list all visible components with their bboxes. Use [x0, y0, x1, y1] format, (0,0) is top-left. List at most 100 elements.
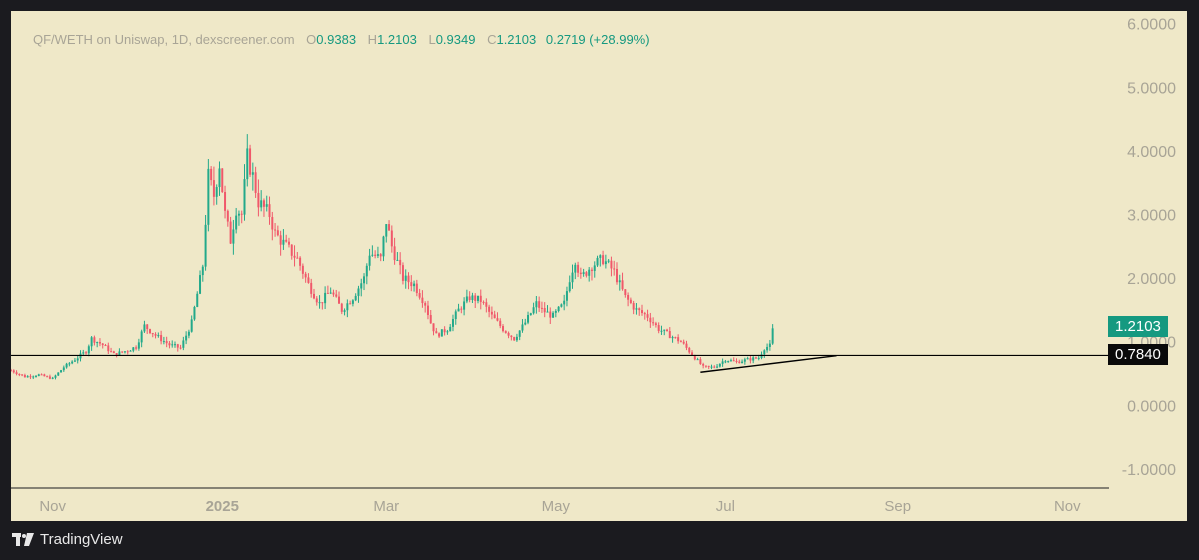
- candle-body: [465, 296, 468, 302]
- candle-body: [760, 354, 763, 358]
- candle-body: [599, 255, 602, 258]
- candle-body: [696, 359, 699, 361]
- candle-body: [324, 292, 327, 304]
- candle-body: [365, 265, 368, 277]
- candle-body: [552, 312, 555, 318]
- candle-body: [613, 268, 616, 270]
- candle-body: [743, 359, 746, 362]
- candle-body: [471, 295, 474, 301]
- candle-body: [151, 333, 154, 335]
- candle-body: [746, 358, 749, 360]
- candle-body: [460, 308, 463, 310]
- candle-body: [90, 337, 93, 347]
- candle-body: [565, 291, 568, 301]
- candle-body: [557, 306, 560, 311]
- candle-body: [490, 311, 493, 315]
- candle-body: [418, 293, 421, 298]
- candle-body: [360, 283, 363, 289]
- candle-body: [454, 311, 457, 320]
- candle-body: [293, 255, 296, 258]
- candle-body: [82, 352, 85, 354]
- candle-body: [179, 347, 182, 349]
- candle-body: [326, 292, 329, 294]
- candle-body: [615, 268, 618, 283]
- candle-body: [32, 376, 35, 378]
- candlestick-series: [11, 134, 774, 380]
- candle-body: [593, 265, 596, 271]
- candle-body: [12, 370, 15, 373]
- candle-body: [577, 264, 580, 273]
- candle-body: [312, 293, 315, 299]
- candle-body: [524, 322, 527, 325]
- candle-body: [682, 341, 685, 344]
- candle-body: [98, 342, 101, 344]
- candle-body: [229, 221, 232, 244]
- candle-body: [224, 192, 227, 211]
- candle-body: [43, 374, 46, 377]
- candle-body: [187, 331, 190, 336]
- candle-body: [721, 361, 724, 364]
- candle-body: [590, 269, 593, 271]
- candle-body: [532, 307, 535, 314]
- candle-body: [276, 230, 279, 236]
- chart-panel[interactable]: 6.00005.00004.00003.00002.00001.00000.00…: [11, 11, 1187, 521]
- candle-body: [340, 303, 343, 312]
- candle-body: [60, 370, 63, 373]
- candle-body: [51, 377, 54, 379]
- candle-body: [463, 301, 466, 310]
- candle-body: [571, 272, 574, 283]
- price-chart[interactable]: 6.00005.00004.00003.00002.00001.00000.00…: [11, 11, 1187, 521]
- candle-body: [527, 315, 530, 323]
- high-key: H: [367, 32, 378, 47]
- candle-body: [621, 280, 624, 290]
- candle-body: [488, 306, 491, 312]
- candle-body: [704, 365, 707, 367]
- candle-body: [268, 204, 271, 218]
- candle-body: [218, 168, 221, 188]
- candle-body: [677, 337, 680, 342]
- tradingview-logo-icon: [12, 532, 34, 546]
- candle-body: [643, 313, 646, 315]
- candle-body: [29, 376, 32, 378]
- candle-body: [315, 298, 318, 303]
- candle-body: [693, 355, 696, 360]
- candle-body: [160, 335, 163, 342]
- candle-body: [15, 372, 18, 374]
- candle-body: [237, 213, 240, 216]
- x-tick-label: Nov: [1054, 498, 1081, 515]
- x-tick-label: May: [542, 498, 571, 515]
- candle-body: [457, 308, 460, 312]
- candle-body: [157, 335, 160, 337]
- candle-body: [499, 320, 502, 327]
- candle-body: [707, 365, 710, 367]
- candle-body: [23, 375, 26, 378]
- candle-body: [407, 275, 410, 283]
- tradingview-footer[interactable]: TradingView: [12, 531, 123, 548]
- y-tick-label: 5.0000: [1127, 80, 1176, 97]
- candle-body: [632, 302, 635, 310]
- candle-body: [363, 276, 366, 284]
- candle-body: [410, 282, 413, 287]
- candle-body: [451, 319, 454, 327]
- candle-body: [243, 179, 246, 215]
- candle-body: [749, 358, 752, 361]
- candle-body: [318, 302, 321, 304]
- open-key: O: [306, 32, 317, 47]
- candle-body: [691, 352, 694, 356]
- candle-body: [307, 277, 310, 283]
- candle-body: [154, 334, 157, 336]
- candle-body: [301, 265, 304, 274]
- candle-body: [11, 370, 12, 372]
- candle-body: [199, 275, 202, 294]
- candle-body: [479, 295, 482, 302]
- candle-body: [21, 374, 24, 376]
- candle-body: [182, 340, 185, 348]
- candle-body: [190, 319, 193, 332]
- trend-line[interactable]: [700, 355, 837, 373]
- candle-body: [529, 313, 532, 316]
- candle-body: [718, 363, 721, 367]
- candle-body: [274, 229, 277, 231]
- candle-body: [549, 311, 552, 318]
- candle-body: [93, 337, 96, 343]
- candle-body: [129, 350, 132, 352]
